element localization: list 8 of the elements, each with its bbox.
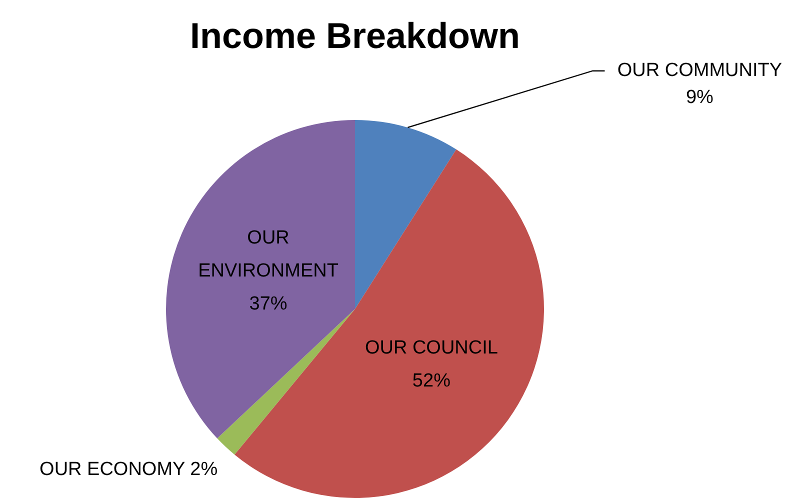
slice-label: OUR ECONOMY 2%: [40, 459, 218, 480]
slice-label: OUR COMMUNITY: [617, 60, 782, 82]
data-label: 52%: [412, 370, 451, 392]
slice-label: OUR COUNCIL: [364, 337, 498, 358]
data-label: 37%: [249, 294, 288, 315]
data-label: 9%: [686, 87, 714, 108]
chart-title: Income Breakdown: [190, 14, 520, 56]
slice-label: OUR ENVIRONMENT: [198, 228, 339, 282]
